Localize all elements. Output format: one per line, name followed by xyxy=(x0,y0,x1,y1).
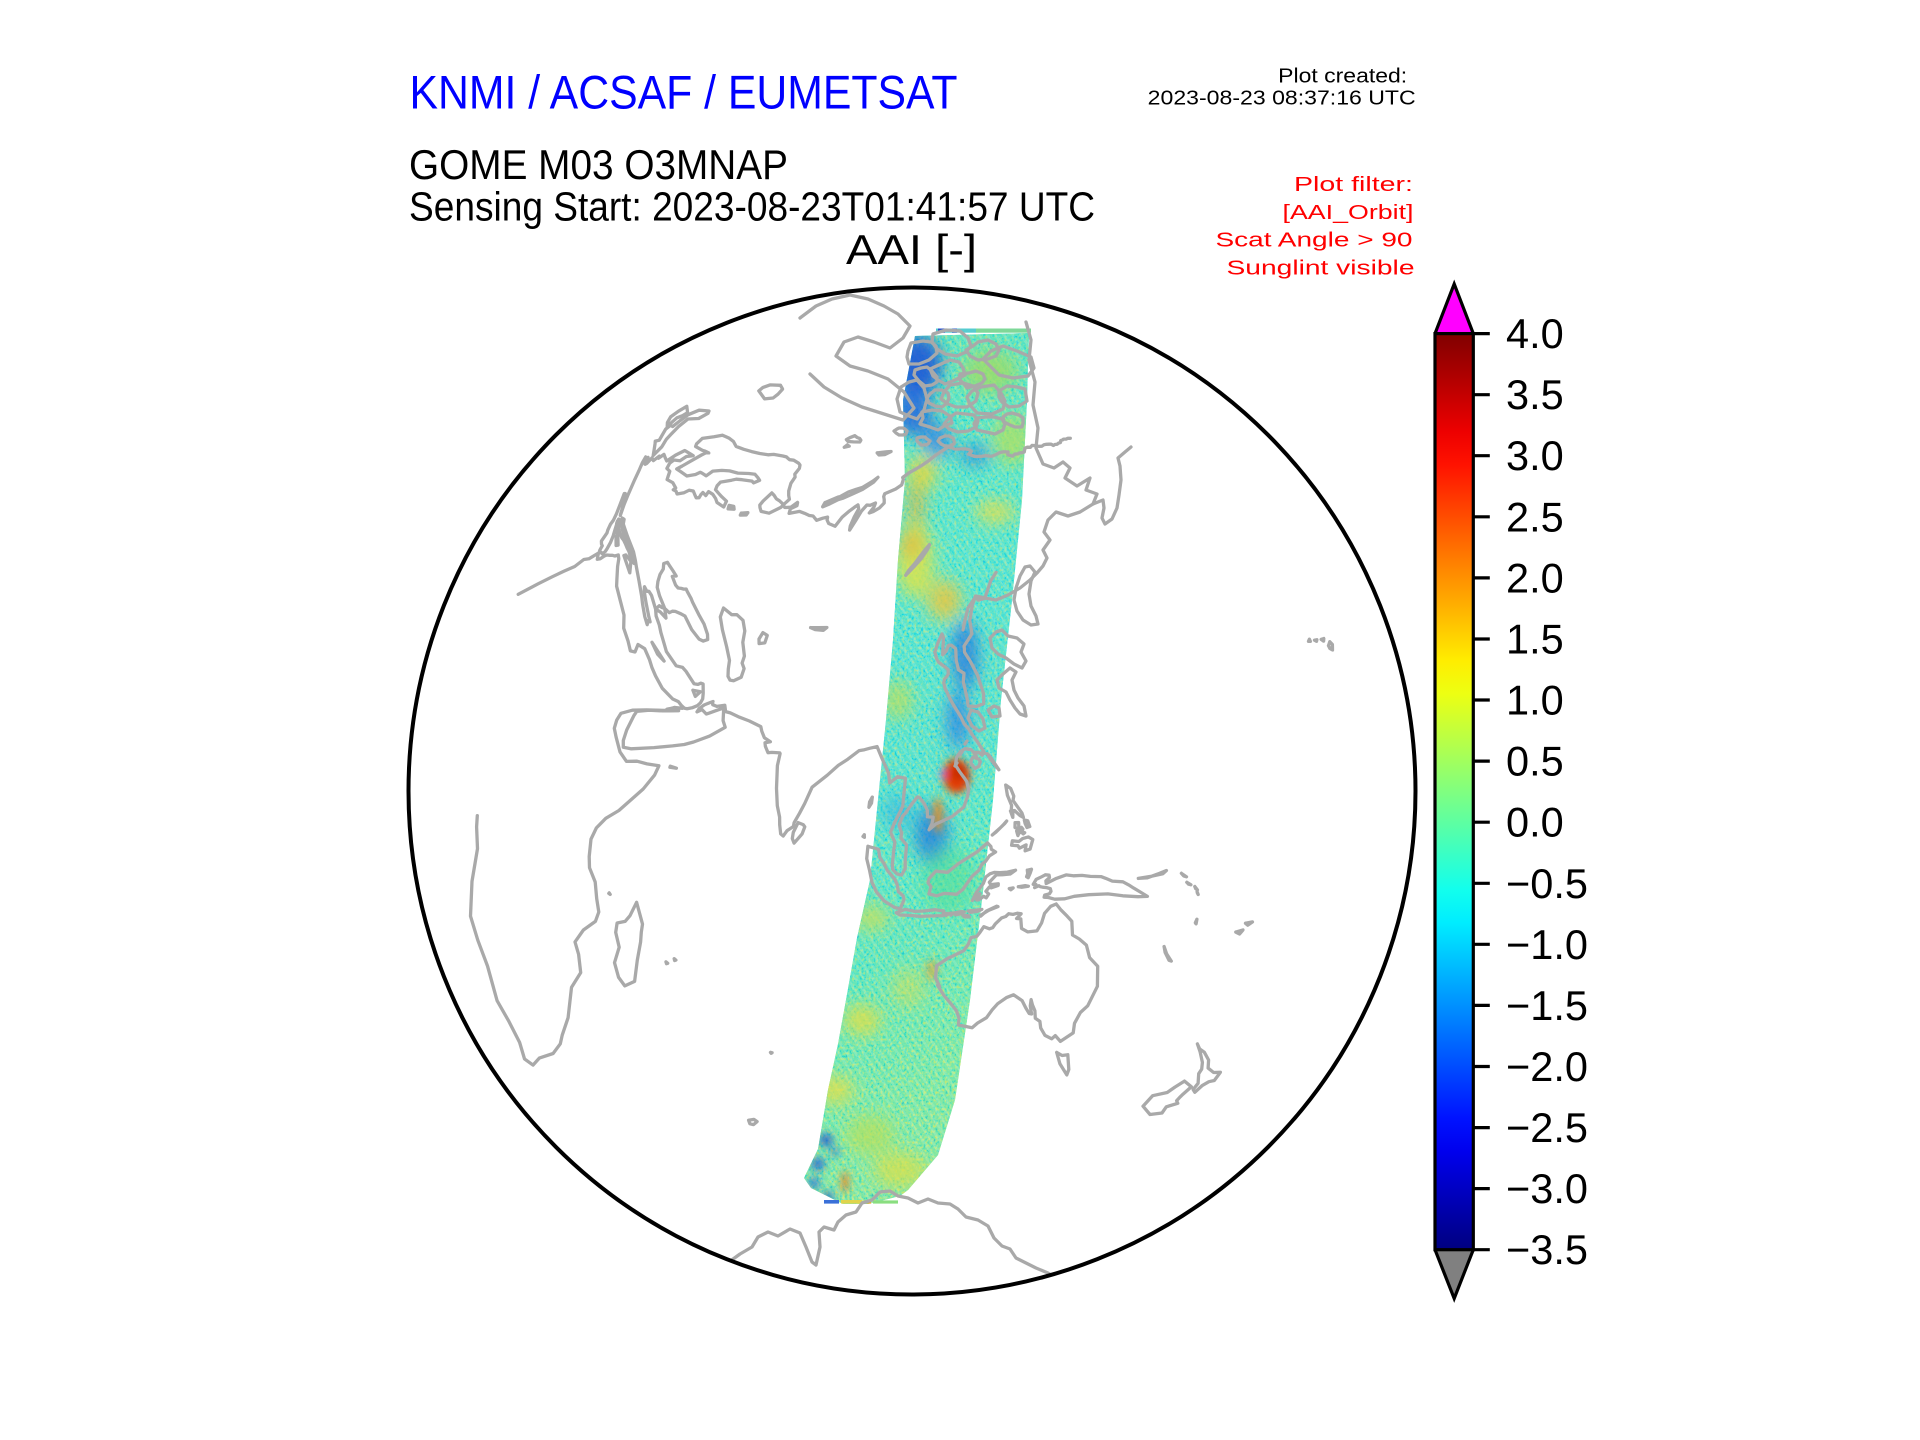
svg-text:3.0: 3.0 xyxy=(1506,432,1564,479)
svg-text:−1.5: −1.5 xyxy=(1506,982,1588,1029)
svg-text:−2.0: −2.0 xyxy=(1506,1043,1588,1090)
svg-text:2.0: 2.0 xyxy=(1506,554,1564,601)
svg-text:Sunglint visible: Sunglint visible xyxy=(1227,256,1415,279)
svg-text:[AAI_Orbit]: [AAI_Orbit] xyxy=(1283,201,1414,224)
svg-text:Plot created:: Plot created: xyxy=(1278,65,1407,88)
svg-text:−3.0: −3.0 xyxy=(1506,1165,1588,1212)
svg-text:2.5: 2.5 xyxy=(1506,493,1564,540)
svg-text:1.5: 1.5 xyxy=(1506,616,1564,663)
svg-text:Sensing Start: 2023-08-23T01:4: Sensing Start: 2023-08-23T01:41:57 UTC xyxy=(409,184,1095,230)
svg-text:−2.5: −2.5 xyxy=(1506,1104,1588,1151)
svg-text:0.0: 0.0 xyxy=(1506,799,1564,846)
svg-text:4.0: 4.0 xyxy=(1506,310,1564,357)
svg-text:−3.5: −3.5 xyxy=(1506,1226,1588,1273)
svg-text:2023-08-23 08:37:16 UTC: 2023-08-23 08:37:16 UTC xyxy=(1148,87,1416,110)
svg-text:−1.0: −1.0 xyxy=(1506,921,1588,968)
svg-text:1.0: 1.0 xyxy=(1506,677,1564,724)
svg-text:Scat Angle > 90: Scat Angle > 90 xyxy=(1216,228,1413,251)
svg-text:Plot filter:: Plot filter: xyxy=(1294,173,1413,196)
svg-text:AAI [-]: AAI [-] xyxy=(846,226,977,273)
svg-text:3.5: 3.5 xyxy=(1506,371,1564,418)
svg-text:0.5: 0.5 xyxy=(1506,738,1564,785)
svg-text:−0.5: −0.5 xyxy=(1506,860,1588,907)
svg-text:KNMI / ACSAF / EUMETSAT: KNMI / ACSAF / EUMETSAT xyxy=(410,65,958,118)
svg-text:GOME M03 O3MNAP: GOME M03 O3MNAP xyxy=(409,141,788,188)
